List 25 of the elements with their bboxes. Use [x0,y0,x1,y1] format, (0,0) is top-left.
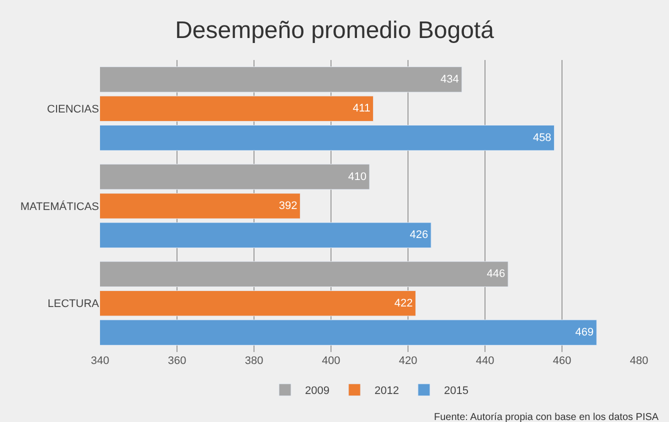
source-note: Fuente: Autoría propia con base en los datos PISA [434,412,659,422]
legend-label: 2009 [305,385,330,398]
data-label: 426 [410,229,428,242]
x-tick-label: 360 [168,355,186,367]
x-tick-label: 340 [90,355,110,367]
x-tick-label: 420 [398,355,418,367]
x-tick-label: 440 [476,355,494,367]
y-tick-label: MATEMÁTICAS [20,200,99,213]
y-tick-label: LECTURA [48,298,100,310]
x-tick-label: 380 [244,355,264,367]
x-tick-label: 480 [630,355,648,367]
data-label: 434 [440,73,459,86]
data-label: 469 [575,326,594,339]
data-label: 422 [394,297,413,310]
x-tick-label: 400 [322,355,340,367]
data-label: 392 [278,200,298,212]
y-tick-label: CIENCIAS [47,104,99,116]
data-label: 458 [532,132,552,144]
data-label: 411 [352,102,370,115]
legend-label: 2012 [374,385,399,398]
x-tick-label: 460 [552,355,572,367]
data-label: 410 [348,170,366,183]
data-label: 446 [486,268,506,280]
legend-label: 2015 [444,385,468,398]
chart-title: Desempeño promedio Bogotá [175,16,495,44]
